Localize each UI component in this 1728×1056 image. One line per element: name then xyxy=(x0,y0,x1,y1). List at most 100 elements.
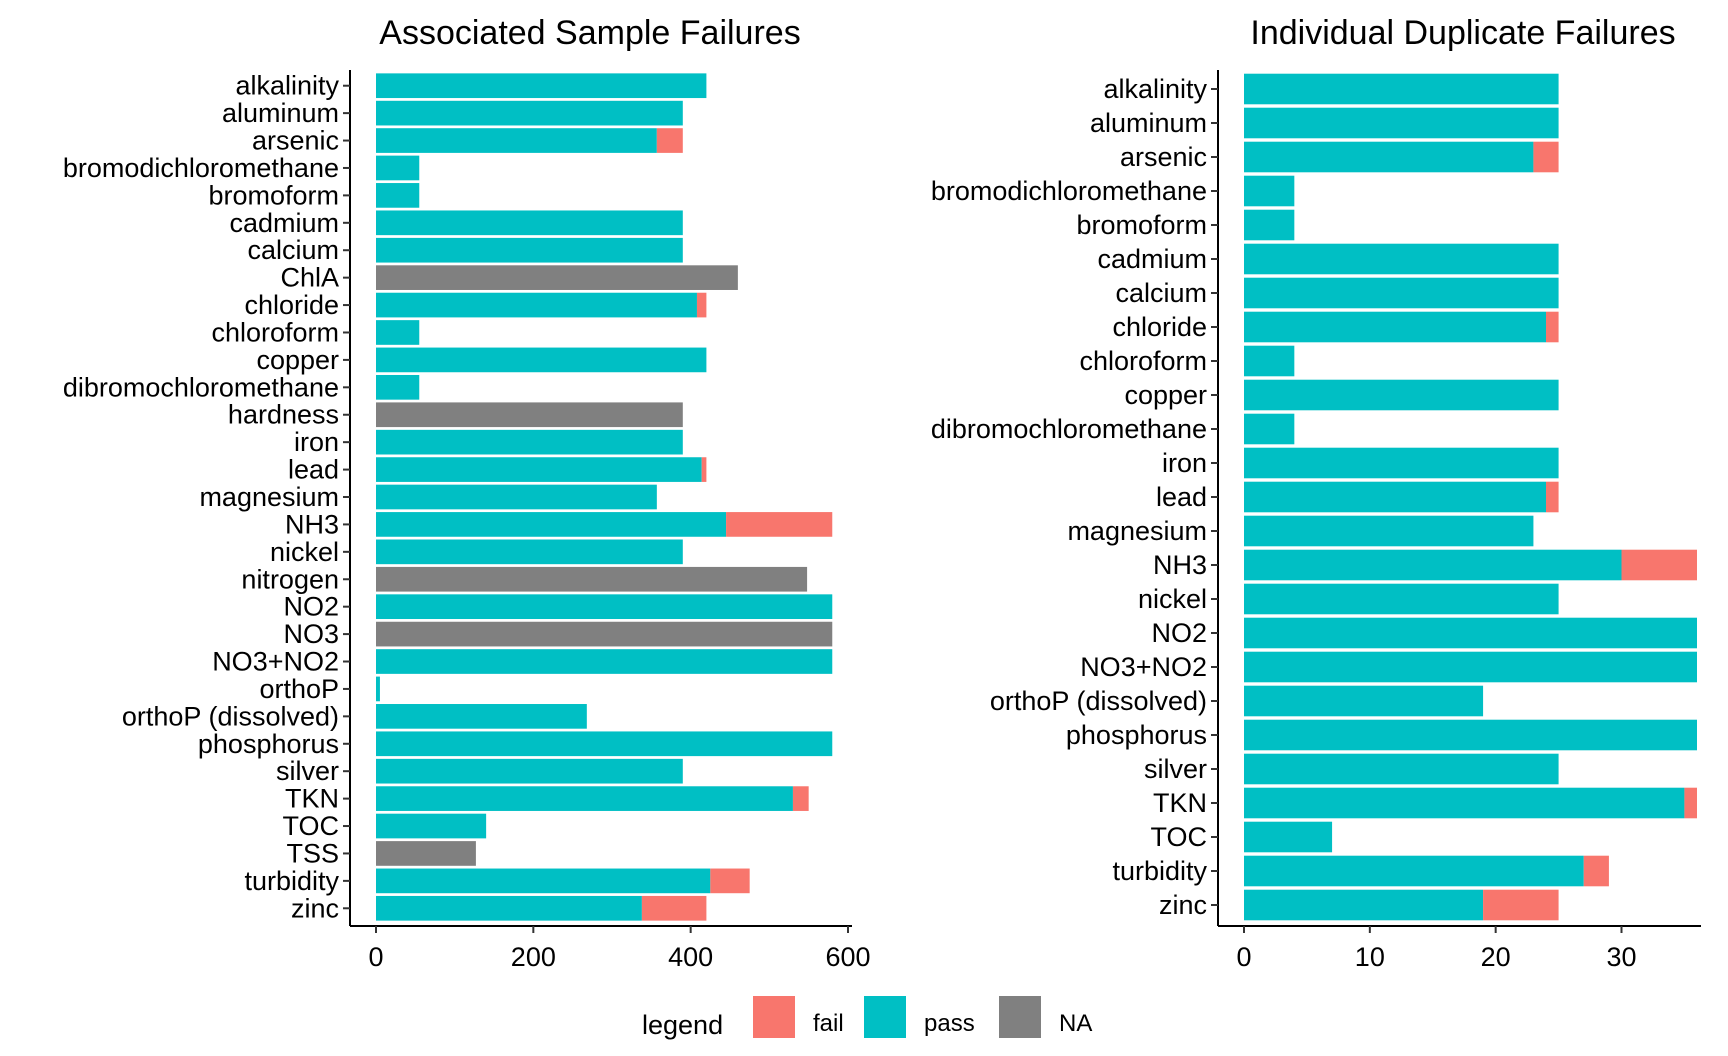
category-label: NO3 xyxy=(283,619,339,649)
charts-svg: Associated Sample Failuresalkalinityalum… xyxy=(63,14,1701,972)
bar-pass xyxy=(376,155,420,181)
category-label: bromodichloromethane xyxy=(63,153,339,183)
bar-pass xyxy=(1244,685,1484,717)
category-label: arsenic xyxy=(252,126,339,156)
category-label: magnesium xyxy=(1067,516,1207,546)
bar-fail xyxy=(641,895,707,921)
category-label: cadmium xyxy=(229,208,339,238)
bar-pass xyxy=(376,895,642,921)
bar-pass xyxy=(376,868,711,894)
bar-NA xyxy=(376,402,683,428)
category-label: nickel xyxy=(270,537,339,567)
bar-pass xyxy=(1244,447,1559,479)
category-label: NO3+NO2 xyxy=(212,647,339,677)
bar-pass xyxy=(1244,107,1559,139)
category-label: cadmium xyxy=(1097,244,1207,274)
bar-pass xyxy=(1244,141,1534,173)
bar-fail xyxy=(710,868,750,894)
bar-NA xyxy=(376,621,833,647)
legend-label-pass: pass xyxy=(924,1010,975,1037)
category-label: nickel xyxy=(1138,584,1207,614)
chart-panel-2: Individual Duplicate Failures alkalinity a… xyxy=(931,14,1701,972)
x-tick-label: 200 xyxy=(511,942,556,972)
legend: legend fail pass NA xyxy=(642,996,1092,1040)
bar-pass xyxy=(376,237,683,263)
category-label: ChlA xyxy=(280,263,339,293)
x-tick-label: 30 xyxy=(1606,942,1636,972)
category-label: orthoP (dissolved) xyxy=(990,686,1207,716)
bar-pass xyxy=(1244,379,1559,411)
category-label: copper xyxy=(1124,380,1207,410)
bar-pass xyxy=(1244,583,1559,615)
category-label: zinc xyxy=(1159,890,1207,920)
bar-NA xyxy=(376,566,808,592)
bar-pass xyxy=(376,813,487,839)
category-label: NO3+NO2 xyxy=(1080,652,1207,682)
bar-pass xyxy=(376,484,657,510)
category-label: bromoform xyxy=(208,180,339,210)
bar-pass xyxy=(1244,277,1559,309)
bar-pass xyxy=(376,183,420,208)
category-label: TKN xyxy=(1153,788,1207,818)
category-label: orthoP (dissolved) xyxy=(122,701,339,731)
x-tick-label: 0 xyxy=(368,942,383,972)
bar-pass xyxy=(376,758,683,784)
bar-pass xyxy=(376,704,587,729)
bar-pass xyxy=(376,128,657,153)
category-label: calcium xyxy=(247,235,339,265)
bar-fail xyxy=(1583,855,1609,887)
category-label: alkalinity xyxy=(235,71,339,101)
category-label: phosphorus xyxy=(198,729,339,759)
bar-pass xyxy=(376,512,727,537)
category-label: calcium xyxy=(1115,278,1207,308)
category-label: dibromochloromethane xyxy=(63,372,339,402)
bar-pass xyxy=(376,676,380,702)
bar-pass xyxy=(1244,787,1685,819)
bar-pass xyxy=(1244,515,1534,547)
category-label: alkalinity xyxy=(1103,74,1207,104)
bar-pass xyxy=(376,594,833,620)
category-label: chloroform xyxy=(211,317,339,347)
category-label: NO2 xyxy=(283,592,339,622)
category-label: chloride xyxy=(1112,312,1207,342)
legend-label-fail: fail xyxy=(813,1010,844,1037)
bar-fail xyxy=(1684,787,1697,819)
bar-fail xyxy=(1483,889,1559,921)
x-tick-label: 600 xyxy=(825,942,870,972)
bar-fail xyxy=(701,457,707,482)
category-label: magnesium xyxy=(199,482,339,512)
bar-pass xyxy=(376,786,793,811)
bar-pass xyxy=(1244,753,1559,785)
bar-pass xyxy=(376,539,683,565)
category-label: aluminum xyxy=(222,98,339,128)
bar-pass xyxy=(1244,855,1584,887)
category-label: chloroform xyxy=(1079,346,1207,376)
category-label: hardness xyxy=(228,400,339,430)
category-label: silver xyxy=(1144,754,1207,784)
category-label: orthoP xyxy=(259,674,339,704)
category-label: TSS xyxy=(286,838,339,868)
category-label: nitrogen xyxy=(241,564,339,594)
category-label: lead xyxy=(1156,482,1207,512)
bar-fail xyxy=(1621,549,1697,581)
bar-pass xyxy=(1244,651,1697,683)
category-label: dibromochloromethane xyxy=(931,414,1207,444)
bar-fail xyxy=(656,128,683,153)
bar-fail xyxy=(1546,481,1559,513)
bar-pass xyxy=(376,374,420,400)
bar-pass xyxy=(376,320,420,345)
x-tick-label: 0 xyxy=(1236,942,1251,972)
category-label: NH3 xyxy=(1153,550,1207,580)
category-label: copper xyxy=(256,345,339,375)
bar-NA xyxy=(376,841,476,866)
bar-pass xyxy=(1244,889,1484,921)
chart-panel-1: Associated Sample Failures alkalinityalum… xyxy=(63,14,871,972)
bar-pass xyxy=(376,429,683,455)
bar-pass xyxy=(1244,311,1546,343)
bar-fail xyxy=(726,512,833,537)
category-label: chloride xyxy=(244,290,339,320)
bar-pass xyxy=(1244,345,1295,377)
x-tick-label: 400 xyxy=(668,942,713,972)
bar-pass xyxy=(376,292,697,318)
